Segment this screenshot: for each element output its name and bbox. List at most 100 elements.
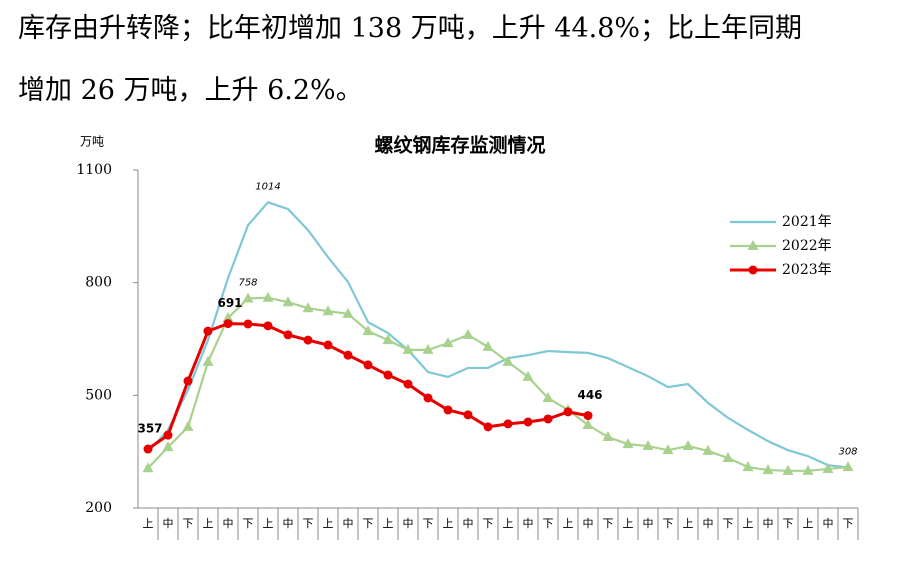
legend-label: 2022年 — [782, 238, 832, 254]
x-tick-label: 上 — [623, 517, 634, 530]
x-tick-label: 上 — [803, 517, 814, 530]
point — [747, 240, 759, 250]
point — [748, 265, 758, 275]
x-tick-label: 中 — [523, 517, 534, 530]
chart-title: 螺纹钢库存监测情况 — [374, 134, 545, 157]
text-line: 库存由升转降；比年初增加 138 万吨，上升 44.8%；比上年同期 — [18, 13, 803, 44]
point — [582, 419, 594, 430]
x-tick-label: 下 — [783, 517, 794, 530]
point — [702, 444, 714, 455]
point — [242, 292, 254, 303]
point — [782, 464, 794, 475]
x-tick-label: 下 — [723, 517, 734, 530]
point — [143, 444, 153, 454]
point — [523, 417, 533, 427]
legend-label: 2021年 — [782, 214, 832, 230]
y-tick-label: 500 — [85, 387, 112, 403]
point — [323, 340, 333, 350]
x-tick-label: 上 — [683, 517, 694, 530]
x-tick-label: 中 — [343, 517, 354, 530]
point — [842, 461, 854, 472]
legend-label: 2023年 — [782, 262, 832, 278]
point — [583, 411, 593, 421]
x-tick-label: 下 — [483, 517, 494, 530]
point — [203, 326, 213, 336]
point — [302, 302, 314, 313]
point — [742, 461, 754, 472]
y-tick-label: 200 — [85, 500, 112, 516]
point — [263, 321, 273, 331]
x-tick-label: 上 — [263, 517, 274, 530]
point — [402, 343, 414, 354]
point — [503, 419, 513, 429]
point — [222, 311, 234, 322]
point — [283, 330, 293, 340]
point — [342, 307, 354, 318]
point — [382, 334, 394, 345]
x-tick-label: 上 — [563, 517, 574, 530]
x-tick-label: 下 — [303, 517, 314, 530]
point — [162, 441, 174, 452]
data-label: 446 — [577, 388, 602, 402]
x-tick-label: 上 — [743, 517, 754, 530]
point — [163, 430, 173, 440]
data-label: 1014 — [255, 181, 280, 192]
point — [463, 410, 473, 420]
point — [243, 319, 253, 329]
x-tick-label: 下 — [603, 517, 614, 530]
x-tick-label: 中 — [163, 517, 174, 530]
series-line — [147, 201, 849, 469]
point — [343, 350, 353, 360]
x-tick-label: 下 — [183, 517, 194, 530]
x-tick-label: 上 — [203, 517, 214, 530]
y-tick-label: 800 — [85, 275, 112, 291]
point — [722, 452, 734, 463]
point — [502, 355, 514, 366]
point — [403, 379, 413, 389]
point — [802, 464, 814, 475]
x-tick-label: 上 — [143, 517, 154, 530]
x-tick-label: 下 — [243, 517, 254, 530]
point — [622, 438, 634, 449]
point — [662, 444, 674, 455]
point — [183, 376, 193, 386]
data-label: 758 — [238, 277, 257, 288]
point — [482, 340, 494, 351]
point — [262, 291, 274, 302]
x-tick-label: 中 — [583, 517, 594, 530]
series-line — [147, 322, 589, 451]
x-tick-label: 上 — [323, 517, 334, 530]
x-tick-label: 下 — [843, 517, 854, 530]
point — [142, 462, 154, 473]
point — [602, 431, 614, 442]
x-tick-label: 下 — [663, 517, 674, 530]
point — [362, 325, 374, 336]
x-tick-label: 中 — [463, 517, 474, 530]
x-tick-label: 下 — [423, 517, 434, 530]
x-tick-label: 中 — [403, 517, 414, 530]
point — [442, 337, 454, 348]
x-tick-label: 中 — [643, 517, 654, 530]
x-tick-label: 上 — [443, 517, 454, 530]
x-tick-label: 下 — [363, 517, 374, 530]
point — [363, 360, 373, 370]
point — [443, 405, 453, 415]
text-line: 增加 26 万吨，上升 6.2%。 — [18, 75, 363, 106]
point — [383, 370, 393, 380]
point — [462, 328, 474, 339]
point — [762, 464, 774, 475]
data-label: 691 — [217, 296, 242, 310]
x-tick-label: 下 — [543, 517, 554, 530]
point — [642, 440, 654, 451]
x-tick-label: 中 — [763, 517, 774, 530]
point — [303, 335, 313, 345]
point — [543, 414, 553, 424]
x-tick-label: 中 — [703, 517, 714, 530]
x-tick-label: 上 — [383, 517, 394, 530]
paragraph: 库存由升转降；比年初增加 138 万吨，上升 44.8%；比上年同期 增加 26… — [18, 0, 802, 124]
point — [322, 305, 334, 316]
x-tick-label: 中 — [283, 517, 294, 530]
point — [422, 343, 434, 354]
point — [542, 391, 554, 402]
